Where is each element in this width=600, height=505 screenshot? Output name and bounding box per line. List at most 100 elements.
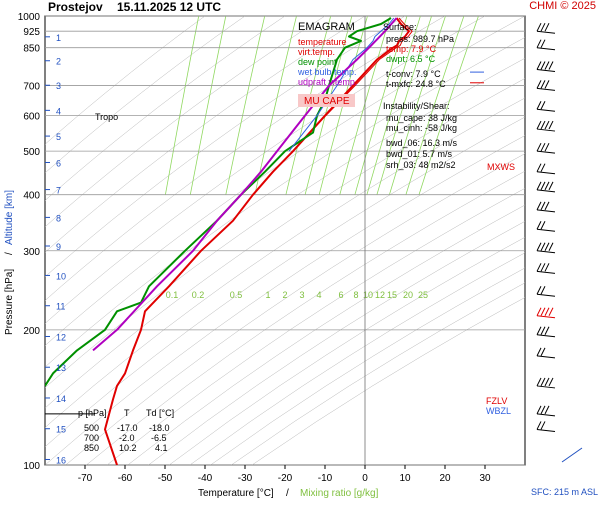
wind-barb-icon xyxy=(549,308,553,316)
altitude-tick-label: 15 xyxy=(56,425,66,435)
surface-temp: temp: 7.9 °C xyxy=(386,44,437,54)
wind-barb-icon xyxy=(537,40,541,48)
altitude-tick-label: 14 xyxy=(56,394,66,404)
wind-barb-icon xyxy=(537,129,555,131)
wind-barb-icon xyxy=(541,23,545,31)
bwd-01: bwd_01: 5.7 m/s xyxy=(386,149,453,159)
pressure-tick-label: 850 xyxy=(23,44,40,55)
wind-barb-icon xyxy=(537,23,541,31)
mixing-ratio-label: 3 xyxy=(299,290,304,300)
wind-barb-icon xyxy=(537,378,541,386)
mixing-ratio-label: 1 xyxy=(265,290,270,300)
mixing-ratio-label: 0.1 xyxy=(166,290,179,300)
wind-barb-icon xyxy=(537,356,555,358)
credit: CHMI © 2025 xyxy=(529,0,596,12)
mxws-label: MXWS xyxy=(487,162,515,172)
pressure-tick-label: 400 xyxy=(23,191,40,202)
table-header-p: p [hPa] xyxy=(78,408,107,418)
table-row-p: 500 xyxy=(84,423,99,433)
instability-title: Instability/Shear: xyxy=(383,101,450,111)
temp-tick-label: -50 xyxy=(158,473,173,484)
wind-barb-icon xyxy=(541,62,545,70)
wind-barb-icon xyxy=(545,182,549,190)
hodograph-icon xyxy=(562,448,582,462)
mixing-ratio-label: 15 xyxy=(387,290,397,300)
wind-barb-icon xyxy=(537,210,555,212)
wind-barb-icon xyxy=(537,429,555,431)
wind-barb-icon xyxy=(541,202,545,210)
wind-barb-icon xyxy=(537,406,541,414)
wind-barb-icon xyxy=(537,251,555,253)
altitude-tick-label: 10 xyxy=(56,271,66,281)
mixing-ratio-label: 12 xyxy=(375,290,385,300)
wind-barb-icon xyxy=(537,286,541,294)
wind-barb-icon xyxy=(537,48,555,50)
wind-barb-icon xyxy=(537,182,541,190)
wind-barb-icon xyxy=(537,121,541,129)
altitude-tick-label: 9 xyxy=(56,242,61,252)
t-conv: t-conv: 7.9 °C xyxy=(386,69,441,79)
wind-barb-icon xyxy=(545,406,549,414)
datetime: 15.11.2025 12 UTC xyxy=(117,0,221,14)
altitude-tick-label: 8 xyxy=(56,213,61,223)
wind-barb-icon xyxy=(545,121,549,129)
altitude-tick-label: 2 xyxy=(56,57,61,67)
wind-barb-icon xyxy=(537,348,541,356)
wind-barb-icon xyxy=(537,190,555,192)
xlabel-mixing-ratio: Mixing ratio [g/kg] xyxy=(300,488,379,499)
wind-barb-icon xyxy=(541,80,545,88)
station-name: Prostejov xyxy=(48,0,103,14)
legend-updraft: udpraft v.temp. xyxy=(298,77,357,87)
wind-barb-icon xyxy=(537,151,555,153)
altitude-tick-label: 7 xyxy=(56,186,61,196)
wind-barb-icon xyxy=(545,80,549,88)
altitude-tick-label: 6 xyxy=(56,158,61,168)
temp-tick-label: -20 xyxy=(278,473,293,484)
mixing-ratio-label: 0.2 xyxy=(192,290,205,300)
legend-temperature: temperature xyxy=(298,37,347,47)
wind-barb-icon xyxy=(537,335,555,337)
altitude-tick-label: 16 xyxy=(56,455,66,465)
wind-barb-icon xyxy=(537,386,555,388)
table-header-td: Td [°C] xyxy=(146,408,174,418)
mu-cape: mu_cape: 38 J/kg xyxy=(386,113,457,123)
table-row-t: -2.0 xyxy=(119,433,135,443)
wind-barb-icon xyxy=(549,182,553,190)
temp-tick-label: 30 xyxy=(479,473,491,484)
wind-barb-icon xyxy=(541,121,545,129)
xlabel-sep: / xyxy=(286,488,289,499)
wind-barb-icon xyxy=(541,164,545,172)
temp-tick-label: -40 xyxy=(198,473,213,484)
wbzl-label: WBZL xyxy=(486,406,511,416)
pressure-tick-label: 300 xyxy=(23,247,40,258)
table-row-t: -17.0 xyxy=(117,423,138,433)
wind-barb-icon xyxy=(545,378,549,386)
wind-barb-icon xyxy=(537,143,541,151)
temp-tick-label: 20 xyxy=(439,473,451,484)
altitude-tick-label: 12 xyxy=(56,332,66,342)
legend-title: EMAGRAM xyxy=(298,21,355,33)
legend-dew-point: dew point xyxy=(298,57,337,67)
table-row-td: -18.0 xyxy=(149,423,170,433)
mixing-ratio-label: 2 xyxy=(282,290,287,300)
wind-barb-icon xyxy=(545,202,549,210)
wind-barb-icon xyxy=(537,263,541,271)
wind-barb-icon xyxy=(541,378,545,386)
wind-barb-icon xyxy=(537,62,541,70)
wind-barb-icon xyxy=(537,327,541,335)
wind-barb-icon xyxy=(545,263,549,271)
altitude-tick-label: 3 xyxy=(56,81,61,91)
wind-barb-icon xyxy=(541,182,545,190)
altitude-tick-label: 1 xyxy=(56,33,61,43)
wind-barb-icon xyxy=(541,286,545,294)
ylabel-altitude: Altitude [km] xyxy=(4,190,15,245)
surface-dwpt: dwpt: 6.5 °C xyxy=(386,54,436,64)
wind-barb-icon xyxy=(549,378,553,386)
wind-barb-icon xyxy=(537,316,555,318)
wind-barb-icon xyxy=(541,221,545,229)
wind-barb-icon xyxy=(541,348,545,356)
wind-barb-icon xyxy=(537,421,541,429)
xlabel-temperature: Temperature [°C] xyxy=(198,488,274,499)
